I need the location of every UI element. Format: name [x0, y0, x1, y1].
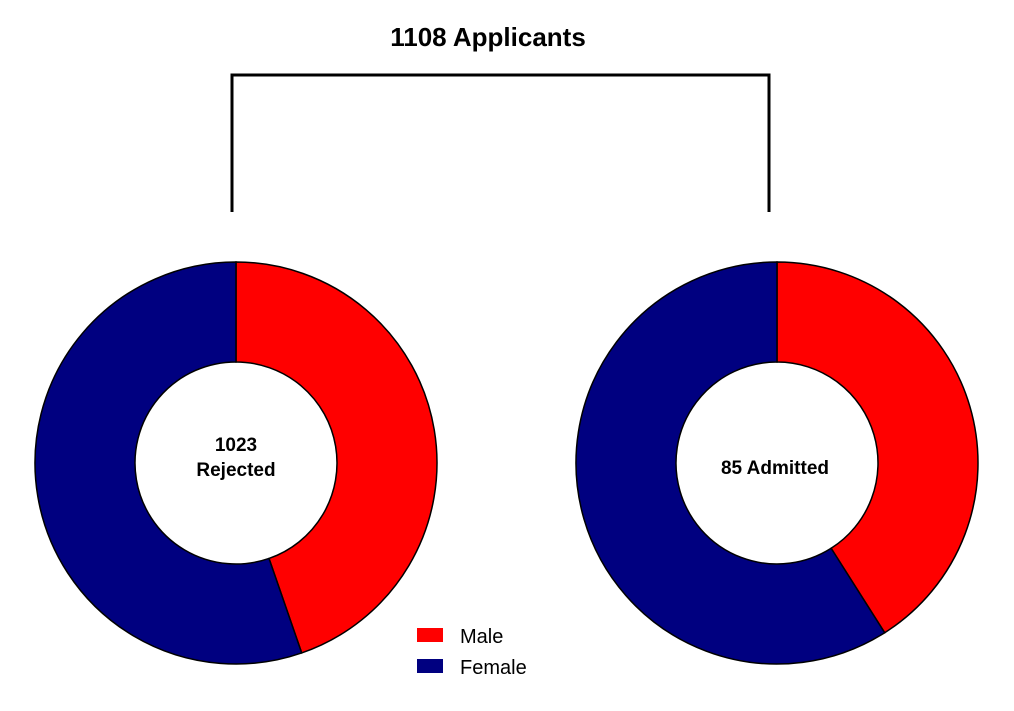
donut-admitted [575, 261, 979, 665]
legend-swatch-male [417, 628, 443, 642]
center-label-rejected-line1: 1023 [215, 435, 257, 456]
figure-title: 1108 Applicants [390, 22, 586, 52]
slice-male-admitted [776, 261, 979, 634]
slice-female-admitted [575, 261, 886, 665]
legend-swatch-female [417, 659, 443, 673]
center-label-rejected-line2: Rejected [196, 460, 275, 481]
slice-female-rejected [34, 261, 303, 665]
split-bracket [230, 73, 771, 212]
legend-label-male: Male [460, 626, 503, 648]
slice-male-rejected [235, 261, 438, 654]
legend-label-female: Female [460, 657, 527, 679]
center-label-admitted: 85 Admitted [721, 458, 829, 479]
legend: Male Female [417, 626, 527, 679]
donut-rejected [34, 261, 438, 665]
